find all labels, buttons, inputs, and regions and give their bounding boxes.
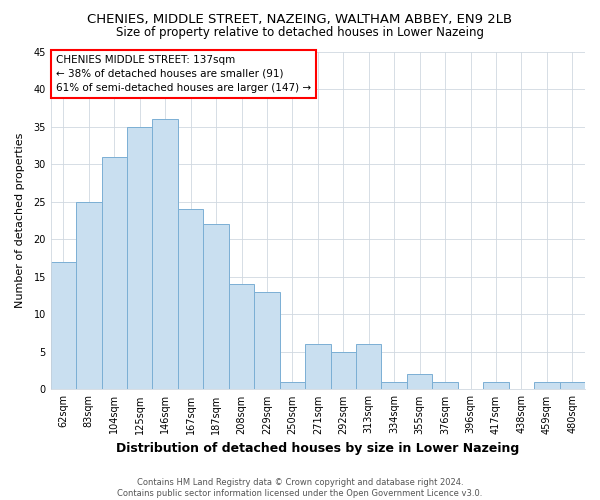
- Bar: [152, 119, 178, 390]
- Bar: [229, 284, 254, 390]
- Bar: [280, 382, 305, 390]
- Text: CHENIES, MIDDLE STREET, NAZEING, WALTHAM ABBEY, EN9 2LB: CHENIES, MIDDLE STREET, NAZEING, WALTHAM…: [88, 12, 512, 26]
- Bar: [483, 382, 509, 390]
- Text: Size of property relative to detached houses in Lower Nazeing: Size of property relative to detached ho…: [116, 26, 484, 39]
- Bar: [305, 344, 331, 390]
- Bar: [433, 382, 458, 390]
- Bar: [76, 202, 101, 390]
- Text: CHENIES MIDDLE STREET: 137sqm
← 38% of detached houses are smaller (91)
61% of s: CHENIES MIDDLE STREET: 137sqm ← 38% of d…: [56, 55, 311, 93]
- Y-axis label: Number of detached properties: Number of detached properties: [15, 133, 25, 308]
- Bar: [560, 382, 585, 390]
- Bar: [50, 262, 76, 390]
- Bar: [356, 344, 382, 390]
- Bar: [331, 352, 356, 390]
- Bar: [203, 224, 229, 390]
- Text: Contains HM Land Registry data © Crown copyright and database right 2024.
Contai: Contains HM Land Registry data © Crown c…: [118, 478, 482, 498]
- X-axis label: Distribution of detached houses by size in Lower Nazeing: Distribution of detached houses by size …: [116, 442, 520, 455]
- Bar: [407, 374, 433, 390]
- Bar: [127, 126, 152, 390]
- Bar: [178, 209, 203, 390]
- Bar: [382, 382, 407, 390]
- Bar: [101, 156, 127, 390]
- Bar: [254, 292, 280, 390]
- Bar: [534, 382, 560, 390]
